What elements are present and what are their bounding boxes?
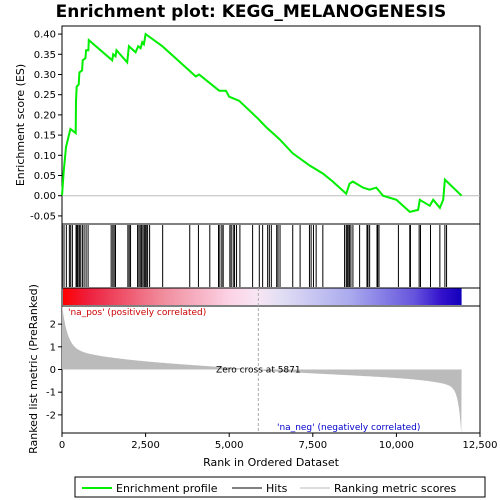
neg-correlated-label: 'na_neg' (negatively correlated) — [277, 423, 420, 433]
legend-label-metric: Ranking metric scores — [334, 482, 456, 495]
es-tick-label: 0.15 — [34, 131, 56, 142]
zero-cross-label: Zero cross at 5871 — [216, 366, 301, 376]
legend-label-hits: Hits — [266, 482, 288, 495]
x-tick-label: 10,000 — [379, 440, 414, 451]
metric-y-axis-label: Ranked list metric (PreRanked) — [27, 284, 40, 454]
legend-label-profile: Enrichment profile — [116, 482, 218, 495]
rank-color-band — [61, 287, 481, 307]
pos-correlated-label: 'na_pos' (positively correlated) — [68, 308, 206, 318]
es-tick-label: -0.05 — [30, 211, 56, 222]
es-tick-label: 0.40 — [34, 30, 56, 41]
metric-tick-label: 2 — [50, 320, 56, 331]
x-tick-label: 12,500 — [463, 440, 498, 451]
rank-color-band-fill — [63, 288, 462, 305]
es-tick-label: 0.20 — [34, 110, 56, 121]
legend: Enrichment profile Hits Ranking metric s… — [74, 476, 486, 498]
metric-tick-label: 1 — [50, 342, 56, 353]
metric-tick-label: -2 — [46, 410, 56, 421]
hits-panel — [61, 223, 481, 289]
metric-y-ticks: -2 -1 0 1 2 — [46, 320, 62, 421]
x-tick-label: 7,500 — [298, 440, 327, 451]
es-y-axis-label: Enrichment score (ES) — [14, 64, 27, 186]
es-tick-label: 0.00 — [34, 191, 56, 202]
x-axis-ticks: 0 2,500 5,000 7,500 10,000 12,500 — [59, 433, 498, 451]
x-axis-label: Rank in Ordered Dataset — [203, 456, 340, 469]
es-tick-label: 0.30 — [34, 70, 56, 81]
es-tick-label: 0.35 — [34, 50, 56, 61]
x-tick-label: 0 — [59, 440, 65, 451]
es-y-ticks: -0.05 0.00 0.05 0.10 0.15 0.20 0.25 0.30 0.35 0.4… — [30, 30, 62, 222]
hit-marks — [61, 225, 448, 287]
es-panel-frame — [61, 25, 481, 225]
ranking-metric-area — [62, 304, 462, 434]
chart-title: Enrichment plot: KEGG_MELANOGENESIS — [56, 2, 447, 22]
metric-tick-label: -1 — [46, 388, 56, 399]
es-tick-label: 0.05 — [34, 171, 56, 182]
es-tick-label: 0.10 — [34, 151, 56, 162]
es-panel: -0.05 0.00 0.05 0.10 0.15 0.20 0.25 0.30 0.35 0.4… — [14, 25, 481, 225]
legend-frame — [74, 476, 486, 498]
x-tick-label: 2,500 — [131, 440, 160, 451]
metric-panel: Zero cross at 5871 'na_pos' (positively … — [27, 284, 498, 469]
es-tick-label: 0.25 — [34, 90, 56, 101]
metric-tick-label: 0 — [50, 365, 56, 376]
x-tick-label: 5,000 — [215, 440, 244, 451]
enrichment-profile-line — [61, 32, 463, 213]
